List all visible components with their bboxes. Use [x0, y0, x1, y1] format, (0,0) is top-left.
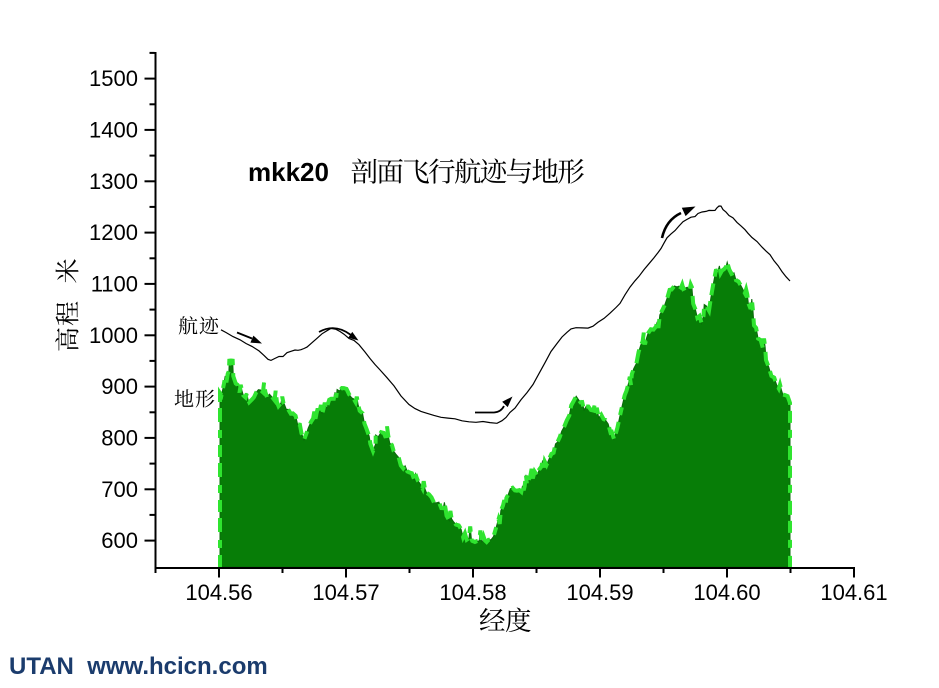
svg-text:1000: 1000: [89, 323, 138, 348]
svg-text:1100: 1100: [91, 271, 138, 296]
svg-text:104.61: 104.61: [820, 580, 887, 605]
svg-text:104.59: 104.59: [566, 580, 633, 605]
svg-text:1400: 1400: [89, 117, 138, 142]
svg-text:104.57: 104.57: [312, 580, 379, 605]
svg-text:104.60: 104.60: [693, 580, 760, 605]
svg-text:600: 600: [101, 528, 138, 553]
svg-text:mkk20: mkk20: [248, 157, 329, 187]
svg-text:700: 700: [101, 477, 138, 502]
svg-text:104.58: 104.58: [439, 580, 506, 605]
svg-text:800: 800: [101, 425, 138, 450]
svg-text:1500: 1500: [89, 66, 138, 91]
svg-text:UTAN www.hcicn.com: UTAN www.hcicn.com: [9, 653, 268, 680]
svg-text:104.56: 104.56: [185, 580, 252, 605]
svg-text:900: 900: [101, 374, 138, 399]
svg-text:1300: 1300: [89, 169, 138, 194]
svg-text:1200: 1200: [89, 220, 138, 245]
